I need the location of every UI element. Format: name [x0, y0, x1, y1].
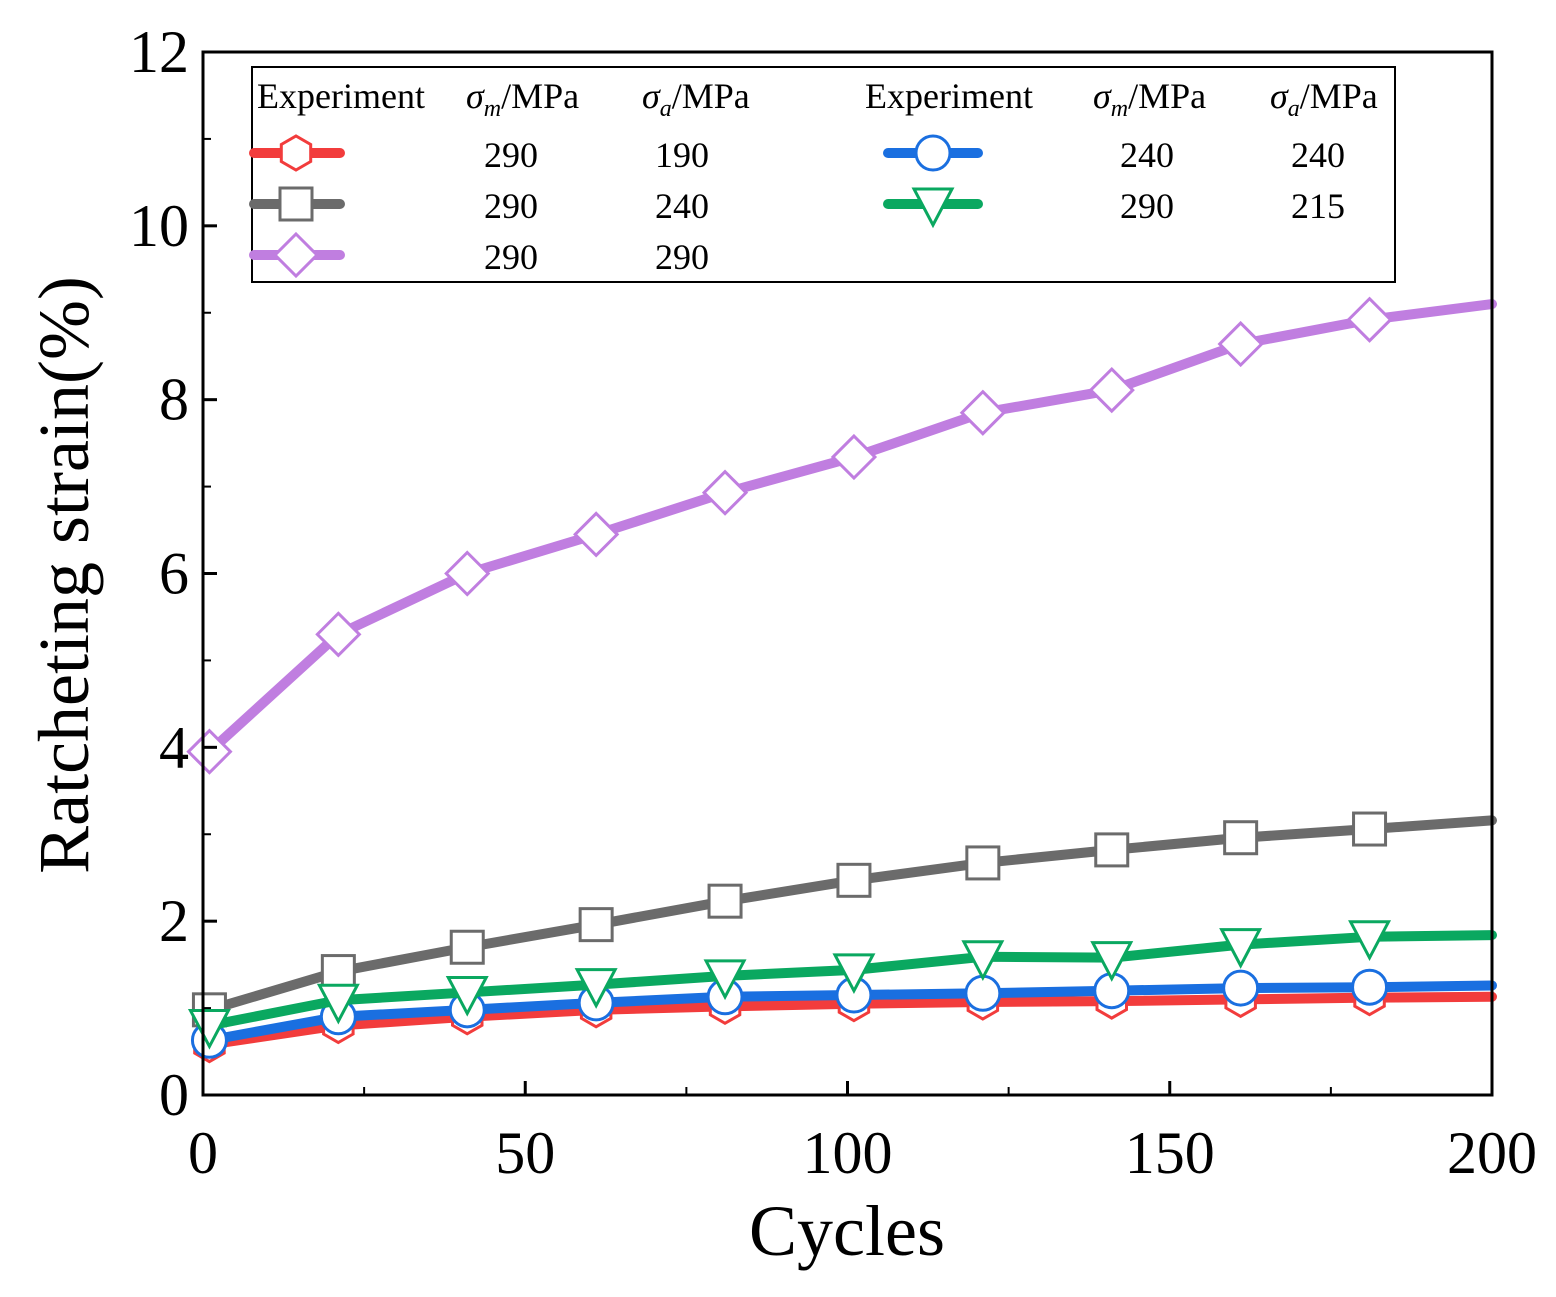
triangle-marker	[187, 1008, 231, 1050]
y-tick-label: 8	[159, 367, 189, 433]
square-marker	[707, 883, 743, 919]
legend-entry: 290 290	[249, 231, 709, 279]
legend-sigma-a-value: 240	[1291, 135, 1345, 175]
legend-sigma-a-value: 215	[1291, 186, 1345, 226]
x-tick-label: 150	[1125, 1120, 1215, 1186]
legend-header-experiment: Experiment	[257, 76, 425, 116]
hexagon-marker	[279, 134, 313, 172]
legend-sigma-m-value: 290	[484, 186, 538, 226]
y-tick-label: 12	[129, 19, 189, 85]
legend-sigma-a-value: 190	[655, 135, 709, 175]
legend-box	[251, 66, 1396, 283]
x-tick-label: 100	[803, 1120, 893, 1186]
y-tick-label: 10	[129, 193, 189, 259]
series-line	[204, 299, 1497, 757]
triangle-marker	[1090, 941, 1134, 982]
legend-header-sigma-a: σa/MPa	[642, 76, 750, 122]
triangle-marker	[574, 968, 618, 1009]
series-290-240	[191, 811, 1497, 1028]
square-marker	[836, 862, 872, 898]
legend-header-sigma-a: σa/MPa	[1270, 76, 1378, 122]
circle-marker	[964, 974, 1002, 1012]
y-axis-label: Ratcheting strain(%)	[24, 276, 104, 874]
diamond-marker	[1217, 320, 1264, 368]
triangle-marker	[1219, 928, 1263, 969]
triangle-marker	[316, 983, 360, 1025]
series-290-215	[187, 920, 1497, 1050]
diamond-marker	[830, 433, 878, 481]
diamond-marker	[272, 231, 320, 279]
diamond-marker	[444, 550, 491, 597]
triangle-marker	[1348, 920, 1392, 962]
y-tick-label: 0	[159, 1062, 189, 1128]
diamond-marker	[573, 511, 620, 558]
square-marker	[1352, 811, 1388, 847]
legend-header-sigma-m: σm/MPa	[1093, 76, 1206, 122]
legend-sigma-m-value: 240	[1120, 135, 1174, 175]
square-marker	[449, 929, 485, 965]
legend-header-experiment: Experiment	[865, 76, 1033, 116]
square-marker	[278, 186, 314, 222]
legend-sigma-a-value: 240	[655, 186, 709, 226]
legend-entry: 290 240	[249, 186, 709, 226]
diamond-marker	[1346, 296, 1393, 343]
legend-sigma-m-value: 290	[1120, 186, 1174, 226]
x-axis-label: Cycles	[749, 1191, 945, 1271]
legend-sigma-m-value: 290	[484, 135, 538, 175]
series-290-290	[186, 296, 1497, 775]
triangle-marker	[911, 187, 955, 229]
square-marker	[320, 954, 356, 990]
square-marker	[1094, 832, 1130, 868]
circle-marker	[1222, 969, 1260, 1007]
diamond-marker	[315, 611, 362, 658]
x-tick-label: 200	[1447, 1120, 1537, 1186]
diamond-marker	[1088, 366, 1135, 414]
y-tick-label: 2	[159, 888, 189, 954]
y-tick-label: 6	[159, 541, 189, 607]
circle-marker	[1351, 968, 1389, 1006]
legend-entry: 240 240	[883, 134, 1345, 175]
triangle-marker	[703, 959, 747, 1001]
triangle-marker	[961, 940, 1005, 982]
circle-marker	[914, 134, 952, 172]
legend-entry: 290 190	[249, 134, 709, 175]
square-marker	[578, 907, 614, 943]
legend-sigma-m-value: 290	[484, 237, 538, 277]
triangle-marker	[832, 953, 876, 995]
legend-entry: 290 215	[883, 186, 1345, 229]
x-tick-label: 0	[188, 1120, 218, 1186]
legend-sigma-a-value: 290	[655, 237, 709, 277]
legend: Experiment σm/MPa σa/MPa Experiment σm/MPa σa…	[249, 66, 1396, 283]
square-marker	[965, 845, 1001, 881]
diamond-marker	[701, 469, 749, 516]
y-tick-label: 4	[159, 714, 189, 780]
diamond-marker	[186, 728, 233, 775]
legend-header-sigma-m: σm/MPa	[466, 76, 579, 122]
triangle-marker	[445, 975, 489, 1017]
square-marker	[1223, 820, 1259, 856]
x-tick-label: 50	[495, 1120, 555, 1186]
diamond-marker	[959, 389, 1006, 436]
